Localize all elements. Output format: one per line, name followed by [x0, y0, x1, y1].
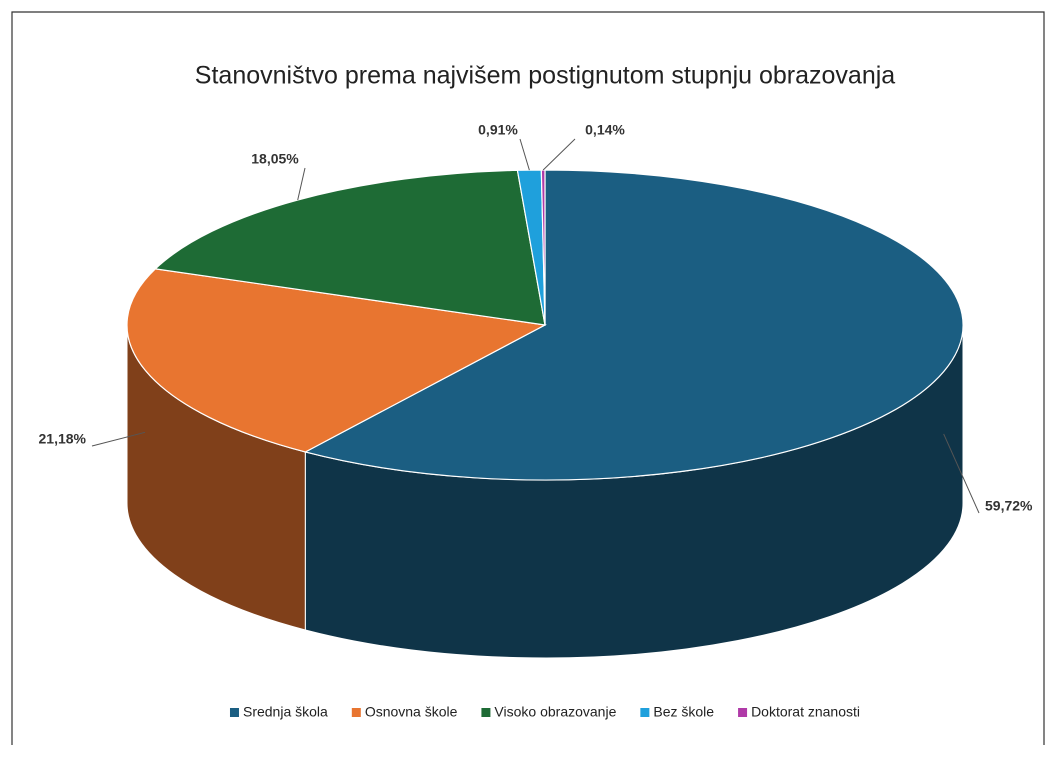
chart-title: Stanovništvo prema najvišem postignutom …	[195, 62, 895, 90]
leader-line	[542, 138, 576, 171]
leader-line	[297, 167, 306, 201]
leader-line	[943, 433, 980, 514]
frame	[11, 11, 1045, 745]
legend-swatch	[640, 708, 650, 717]
legend-label: Bez škole	[653, 704, 714, 720]
data-label: 59,72%	[985, 498, 1033, 514]
legend-label: Srednja škola	[243, 704, 328, 720]
data-label: 18,05%	[251, 151, 299, 167]
data-label: 0,14%	[585, 122, 625, 138]
legend-label: Doktorat znanosti	[751, 704, 860, 720]
legend-label: Visoko obrazovanje	[494, 704, 616, 720]
data-label: 21,18%	[39, 431, 87, 447]
legend-swatch	[481, 708, 491, 717]
slice	[126, 268, 547, 453]
legend-swatch	[738, 708, 748, 717]
slice	[303, 169, 964, 481]
slice	[540, 169, 546, 326]
legend-swatch	[351, 708, 361, 717]
legend-label: Osnovna škole	[365, 704, 458, 720]
leader-line	[519, 138, 530, 171]
leader-line	[91, 431, 146, 447]
legend-swatch	[229, 708, 239, 717]
data-label: 0,91%	[478, 122, 518, 138]
